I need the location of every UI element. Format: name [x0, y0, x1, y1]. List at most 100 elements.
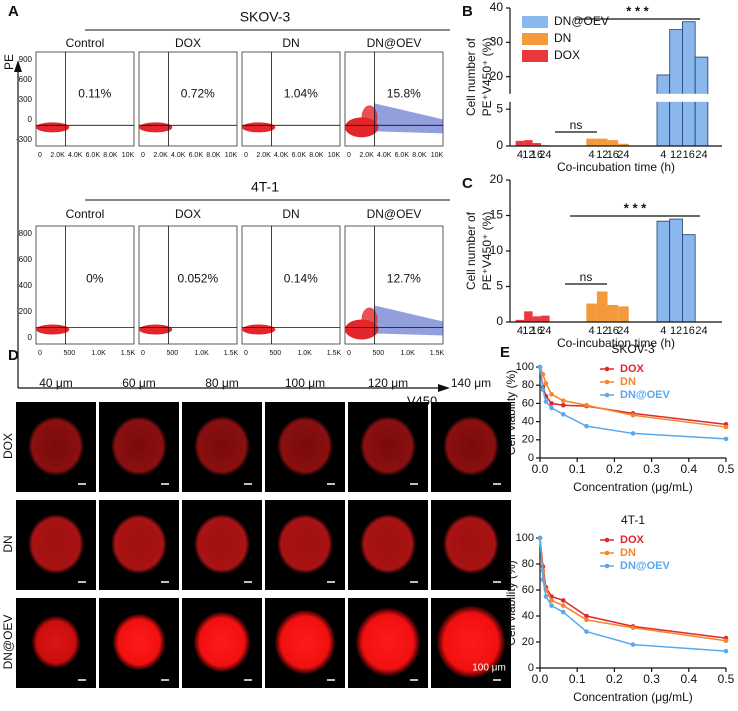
x-tick-label: 16: [607, 149, 619, 161]
spheroid: [360, 514, 416, 574]
series-line: [539, 537, 727, 652]
x-tick-label: 0: [244, 152, 248, 159]
spheroid: [360, 416, 416, 476]
spheroid: [277, 514, 333, 574]
legend-swatch: [522, 33, 548, 45]
data-point: [584, 423, 589, 429]
data-point: [584, 617, 589, 623]
x-tick-label: 6.0K: [189, 152, 204, 159]
y-tick-label: 40: [522, 610, 534, 622]
x-tick-label: 8.0K: [309, 152, 324, 159]
x-tick-label: 0.5: [718, 462, 735, 476]
sample-name: DN@OEV: [367, 207, 422, 221]
x-tick-label: 4.0K: [274, 152, 289, 159]
data-point: [540, 577, 546, 582]
data-point: [549, 392, 554, 397]
x-tick-label: 0.1: [569, 672, 586, 686]
scatter-cloud: [36, 122, 70, 133]
panel-letter: A: [8, 3, 19, 20]
sample-name: Control: [66, 36, 105, 50]
data-point: [560, 402, 566, 408]
x-tick-label: 8.0K: [103, 152, 118, 159]
x-tick-label: 16: [607, 325, 619, 337]
x-tick-label: 0: [38, 350, 42, 357]
x-axis-label: Concentration (μg/mL): [573, 690, 693, 704]
percent-label: 0%: [86, 271, 104, 285]
x-axis-label: Concentration (μg/mL): [573, 480, 693, 494]
data-point: [560, 412, 566, 417]
spheroid: [194, 612, 250, 672]
spheroid: [111, 416, 167, 476]
bar: [524, 311, 533, 322]
bar: [515, 319, 525, 322]
legend-label: DOX: [620, 534, 645, 546]
scatter-cloud: [374, 305, 443, 336]
y-tick-label: 0: [496, 138, 503, 152]
x-tick-label: 8.0K: [206, 152, 221, 159]
column-label: 80 μm: [205, 376, 239, 390]
data-point: [723, 424, 729, 430]
y-tick-label: 0: [528, 662, 534, 674]
x-tick-label: 24: [539, 149, 551, 161]
group-title: SKOV-3: [240, 9, 291, 25]
x-tick-label: 0: [141, 152, 145, 159]
spheroid: [32, 616, 80, 668]
spheroid: [113, 614, 165, 670]
x-tick-label: 12: [596, 325, 608, 337]
bar: [596, 291, 608, 322]
legend-swatch: [522, 50, 548, 62]
row-label: DN: [1, 535, 15, 552]
x-tick-label: 0.2: [606, 462, 623, 476]
x-tick-label: 500: [63, 350, 75, 357]
data-point: [560, 598, 566, 603]
y-tick-label: 80: [522, 379, 534, 391]
y-tick-label: 0: [28, 115, 33, 124]
chart-title: 4T-1: [621, 513, 645, 527]
spheroid: [194, 416, 250, 476]
panel-letter: E: [500, 344, 510, 361]
scatter-cloud: [361, 105, 378, 130]
data-point: [630, 412, 636, 418]
data-point: [630, 625, 636, 630]
spheroid: [194, 514, 250, 574]
y-tick-label: 60: [522, 397, 534, 409]
sample-name: DOX: [175, 207, 201, 221]
data-point: [543, 381, 549, 386]
panel-letter: C: [462, 175, 473, 192]
plot-frame: [241, 225, 341, 345]
data-point: [549, 603, 554, 608]
x-tick-label: 1.0K: [297, 350, 312, 357]
x-tick-label: 500: [269, 350, 281, 357]
scatter-cloud: [139, 324, 173, 335]
scatter-cloud: [374, 103, 443, 134]
bar: [682, 21, 696, 147]
x-tick-label: 4: [589, 325, 595, 337]
data-point: [549, 598, 554, 603]
axis-break: [506, 93, 724, 102]
percent-label: 0.11%: [78, 86, 111, 100]
x-tick-label: 0: [347, 152, 351, 159]
bar: [656, 74, 671, 147]
y-tick-label: 80: [522, 558, 534, 570]
scatter-cloud: [36, 324, 70, 335]
plot-frame: [138, 225, 238, 345]
x-tick-label: 24: [617, 325, 629, 337]
x-tick-label: 4.0K: [171, 152, 186, 159]
data-point: [543, 399, 549, 404]
bar: [532, 143, 542, 146]
x-tick-label: 12: [522, 325, 534, 337]
y-tick-label: 20: [522, 636, 534, 648]
y-tick-label: 800: [19, 229, 33, 238]
x-tick-label: 0.3: [643, 462, 660, 476]
bar: [656, 220, 671, 323]
x-tick-label: 1.5K: [430, 350, 445, 357]
x-tick-label: 1.0K: [194, 350, 209, 357]
bar: [618, 306, 629, 322]
data-point: [560, 603, 566, 608]
annotation: ns: [570, 118, 583, 132]
annotation: * * *: [624, 200, 647, 215]
x-tick-label: 10K: [328, 152, 341, 159]
x-tick-label: 2.0K: [50, 152, 65, 159]
x-tick-label: 0.3: [643, 672, 660, 686]
